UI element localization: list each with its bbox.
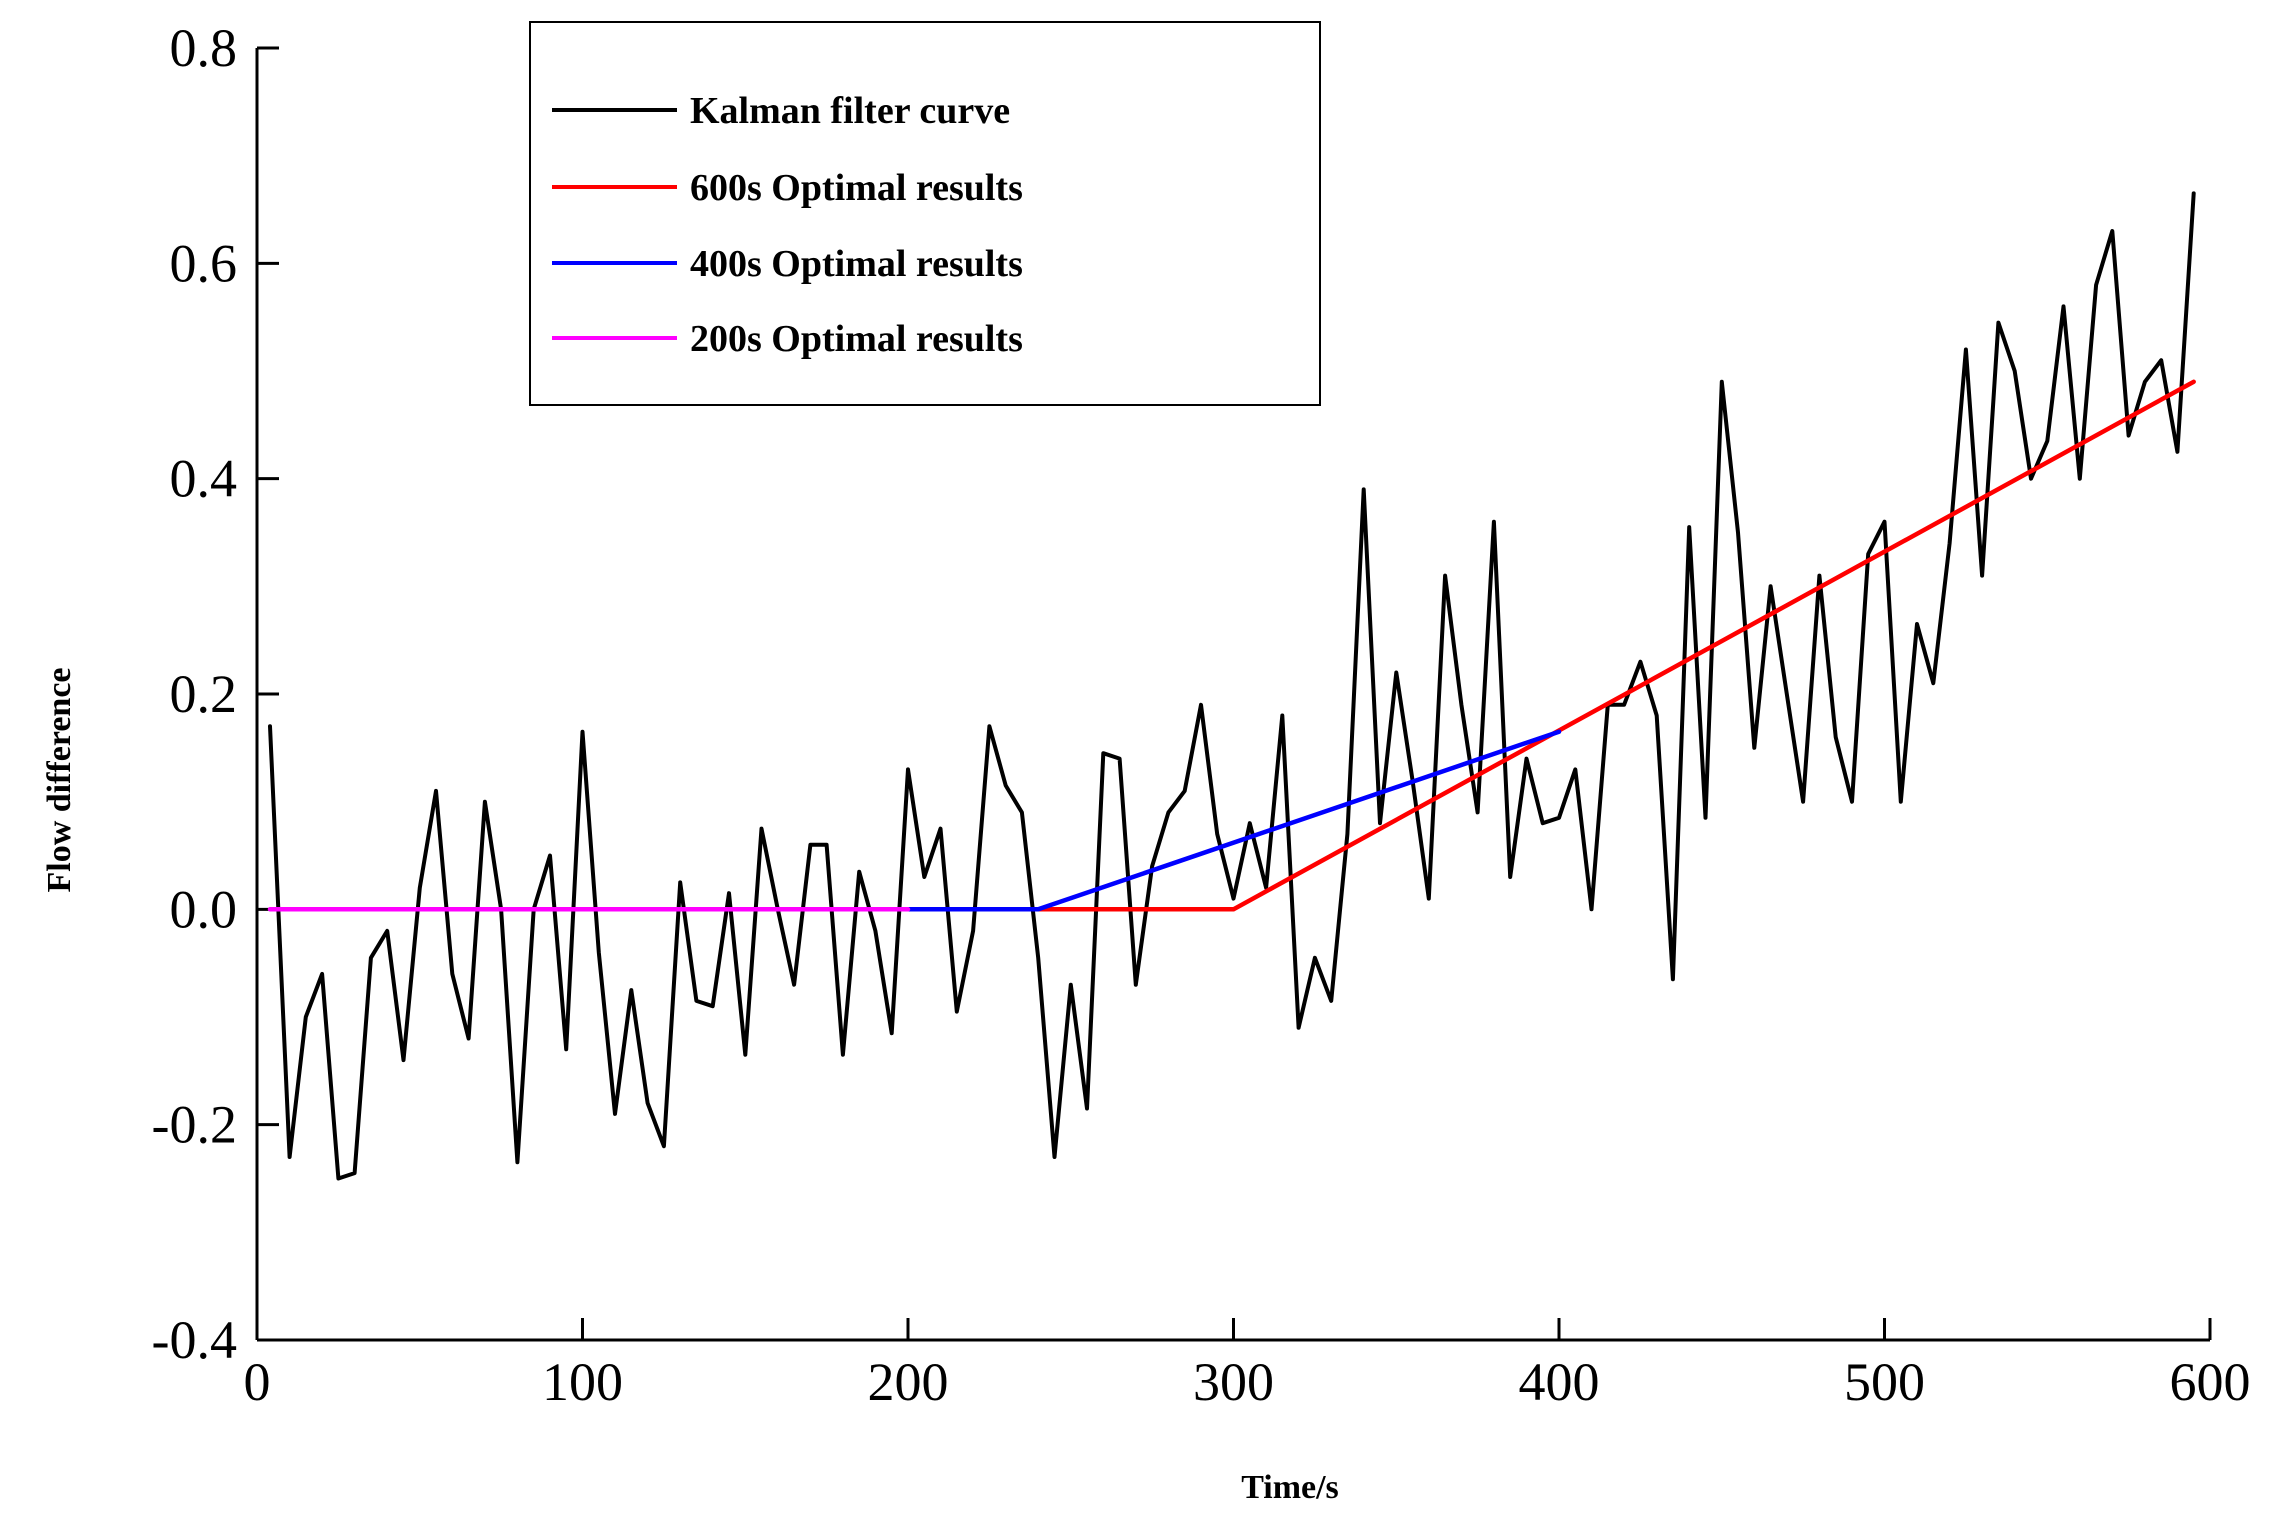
- x-tick-label: 0: [244, 1352, 271, 1412]
- legend-box: [529, 21, 1321, 406]
- y-tick-label: -0.4: [152, 1310, 237, 1370]
- x-axis-ticks: 0 100 200 300 400 500 600: [244, 1318, 2251, 1412]
- x-tick-label: 100: [542, 1352, 623, 1412]
- x-tick-label: 600: [2170, 1352, 2251, 1412]
- series-line-600s-optimal-results: [1035, 379, 2196, 912]
- x-tick-label: 200: [868, 1352, 949, 1412]
- y-axis-title: Flow difference: [41, 667, 78, 892]
- legend-items: Kalman filter curve 600s Optimal results 4…: [552, 90, 1023, 360]
- y-tick-label: -0.2: [152, 1095, 237, 1155]
- legend-label: 200s Optimal results: [690, 318, 1023, 360]
- y-tick-label: 0.4: [170, 449, 238, 509]
- legend: Kalman filter curve 600s Optimal results 4…: [529, 21, 1321, 406]
- series-layer: [267, 191, 2196, 1181]
- legend-label: 400s Optimal results: [690, 243, 1023, 285]
- x-tick-label: 400: [1519, 1352, 1600, 1412]
- y-axis-ticks: -0.4 -0.2 0.0 0.2 0.4 0.6 0.8: [152, 18, 279, 1370]
- series-line-400s-optimal-results: [905, 729, 1562, 912]
- y-tick-label: 0.0: [170, 879, 238, 939]
- legend-label: Kalman filter curve: [690, 90, 1010, 132]
- y-tick-label: 0.8: [170, 18, 238, 78]
- x-axis-title: Time/s: [1241, 1469, 1339, 1506]
- legend-label: 600s Optimal results: [690, 167, 1023, 209]
- x-tick-label: 500: [1844, 1352, 1925, 1412]
- series-line-kalman-filter-curve: [268, 191, 2196, 1181]
- y-tick-label: 0.6: [170, 233, 238, 293]
- y-tick-label: 0.2: [170, 664, 238, 724]
- x-tick-label: 300: [1193, 1352, 1274, 1412]
